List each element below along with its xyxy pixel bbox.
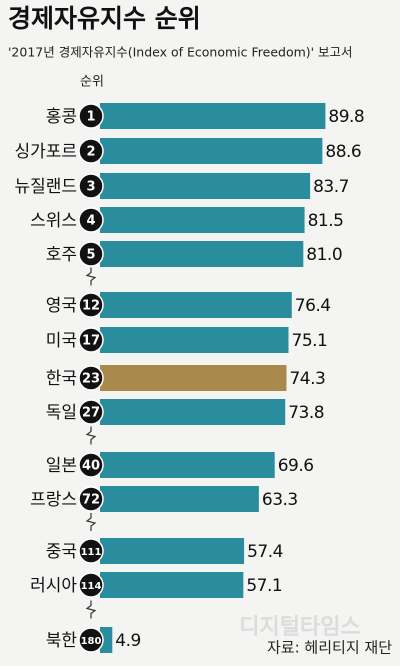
- bar: [100, 103, 326, 129]
- bar: [100, 538, 245, 564]
- rank-badge: [78, 207, 104, 233]
- category-label: 북한: [46, 631, 78, 651]
- category-label: 싱가포르: [14, 142, 77, 162]
- watermark: 디지털타임스: [239, 615, 360, 640]
- bar: [100, 173, 311, 199]
- bar: [100, 138, 323, 164]
- rank-badge: [78, 486, 104, 512]
- bar: [100, 486, 259, 512]
- bar: [100, 452, 275, 478]
- value-label: 4.9: [115, 631, 141, 651]
- value-label: 57.1: [246, 576, 282, 596]
- rank-badge: [78, 292, 104, 318]
- bar: [100, 627, 113, 653]
- category-label: 영국: [46, 296, 77, 316]
- value-label: 57.4: [247, 542, 283, 562]
- value-label: 81.0: [306, 245, 342, 265]
- bar: [100, 207, 305, 233]
- bar: [100, 241, 304, 267]
- category-label: 뉴질랜드: [14, 177, 77, 197]
- rank-label: 180: [81, 636, 102, 647]
- value-label: 63.3: [262, 490, 298, 510]
- bar: [100, 327, 289, 353]
- rank-label: 1: [86, 110, 95, 125]
- value-label: 76.4: [295, 296, 331, 316]
- axis-break: [85, 600, 97, 619]
- category-label: 프랑스: [30, 490, 77, 510]
- source: 자료: 헤리티지 재단: [267, 639, 392, 657]
- rank-badge: [78, 241, 104, 267]
- value-label: 81.5: [308, 211, 344, 231]
- rank-label: 2: [86, 145, 95, 160]
- rank-badge: [78, 572, 104, 598]
- value-label: 75.1: [292, 331, 328, 351]
- rank-badge: [78, 103, 104, 129]
- bar: [100, 572, 244, 598]
- rank-badge: [78, 138, 104, 164]
- category-label: 미국: [46, 331, 77, 351]
- bar: [100, 292, 292, 318]
- value-label: 73.8: [288, 403, 324, 423]
- rank-badge: [78, 365, 104, 391]
- rank-label: 111: [81, 547, 102, 558]
- value-label: 88.6: [325, 142, 361, 162]
- rank-badge: [78, 327, 104, 353]
- axis-break: [85, 426, 97, 445]
- category-label: 독일: [46, 403, 77, 423]
- category-label: 러시아: [30, 576, 77, 596]
- chart-title: 경제자유지수 순위: [8, 4, 201, 33]
- value-label: 83.7: [313, 177, 349, 197]
- rank-badge: [78, 399, 104, 425]
- rank-label: 40: [82, 459, 100, 474]
- bar: [100, 399, 286, 425]
- category-label: 홍콩: [46, 107, 77, 127]
- rank-badge: [78, 173, 104, 199]
- value-label: 74.3: [289, 369, 325, 389]
- rank-badge: [78, 452, 104, 478]
- rank-header: 순위: [80, 75, 104, 90]
- category-label: 일본: [46, 456, 77, 476]
- rank-label: 3: [86, 180, 95, 195]
- chart-subtitle: '2017년 경제자유지수(Index of Economic Freedom)…: [8, 45, 353, 60]
- value-label: 69.6: [278, 456, 314, 476]
- rank-badge: [78, 627, 104, 653]
- value-label: 89.8: [328, 107, 364, 127]
- rank-label: 5: [86, 248, 95, 263]
- rank-label: 27: [82, 406, 100, 421]
- rank-label: 4: [86, 214, 95, 229]
- axis-break: [85, 267, 97, 286]
- bar: [100, 365, 287, 391]
- rank-label: 12: [82, 299, 100, 314]
- category-label: 중국: [46, 542, 77, 562]
- axis-break: [85, 513, 97, 531]
- rank-label: 72: [82, 493, 100, 508]
- rank-badge: [78, 538, 104, 564]
- rank-label: 17: [82, 334, 100, 349]
- rank-label: 23: [82, 372, 100, 387]
- category-label: 스위스: [30, 211, 77, 231]
- category-label: 호주: [46, 245, 77, 265]
- category-label: 한국: [46, 369, 77, 389]
- rank-label: 114: [81, 581, 102, 592]
